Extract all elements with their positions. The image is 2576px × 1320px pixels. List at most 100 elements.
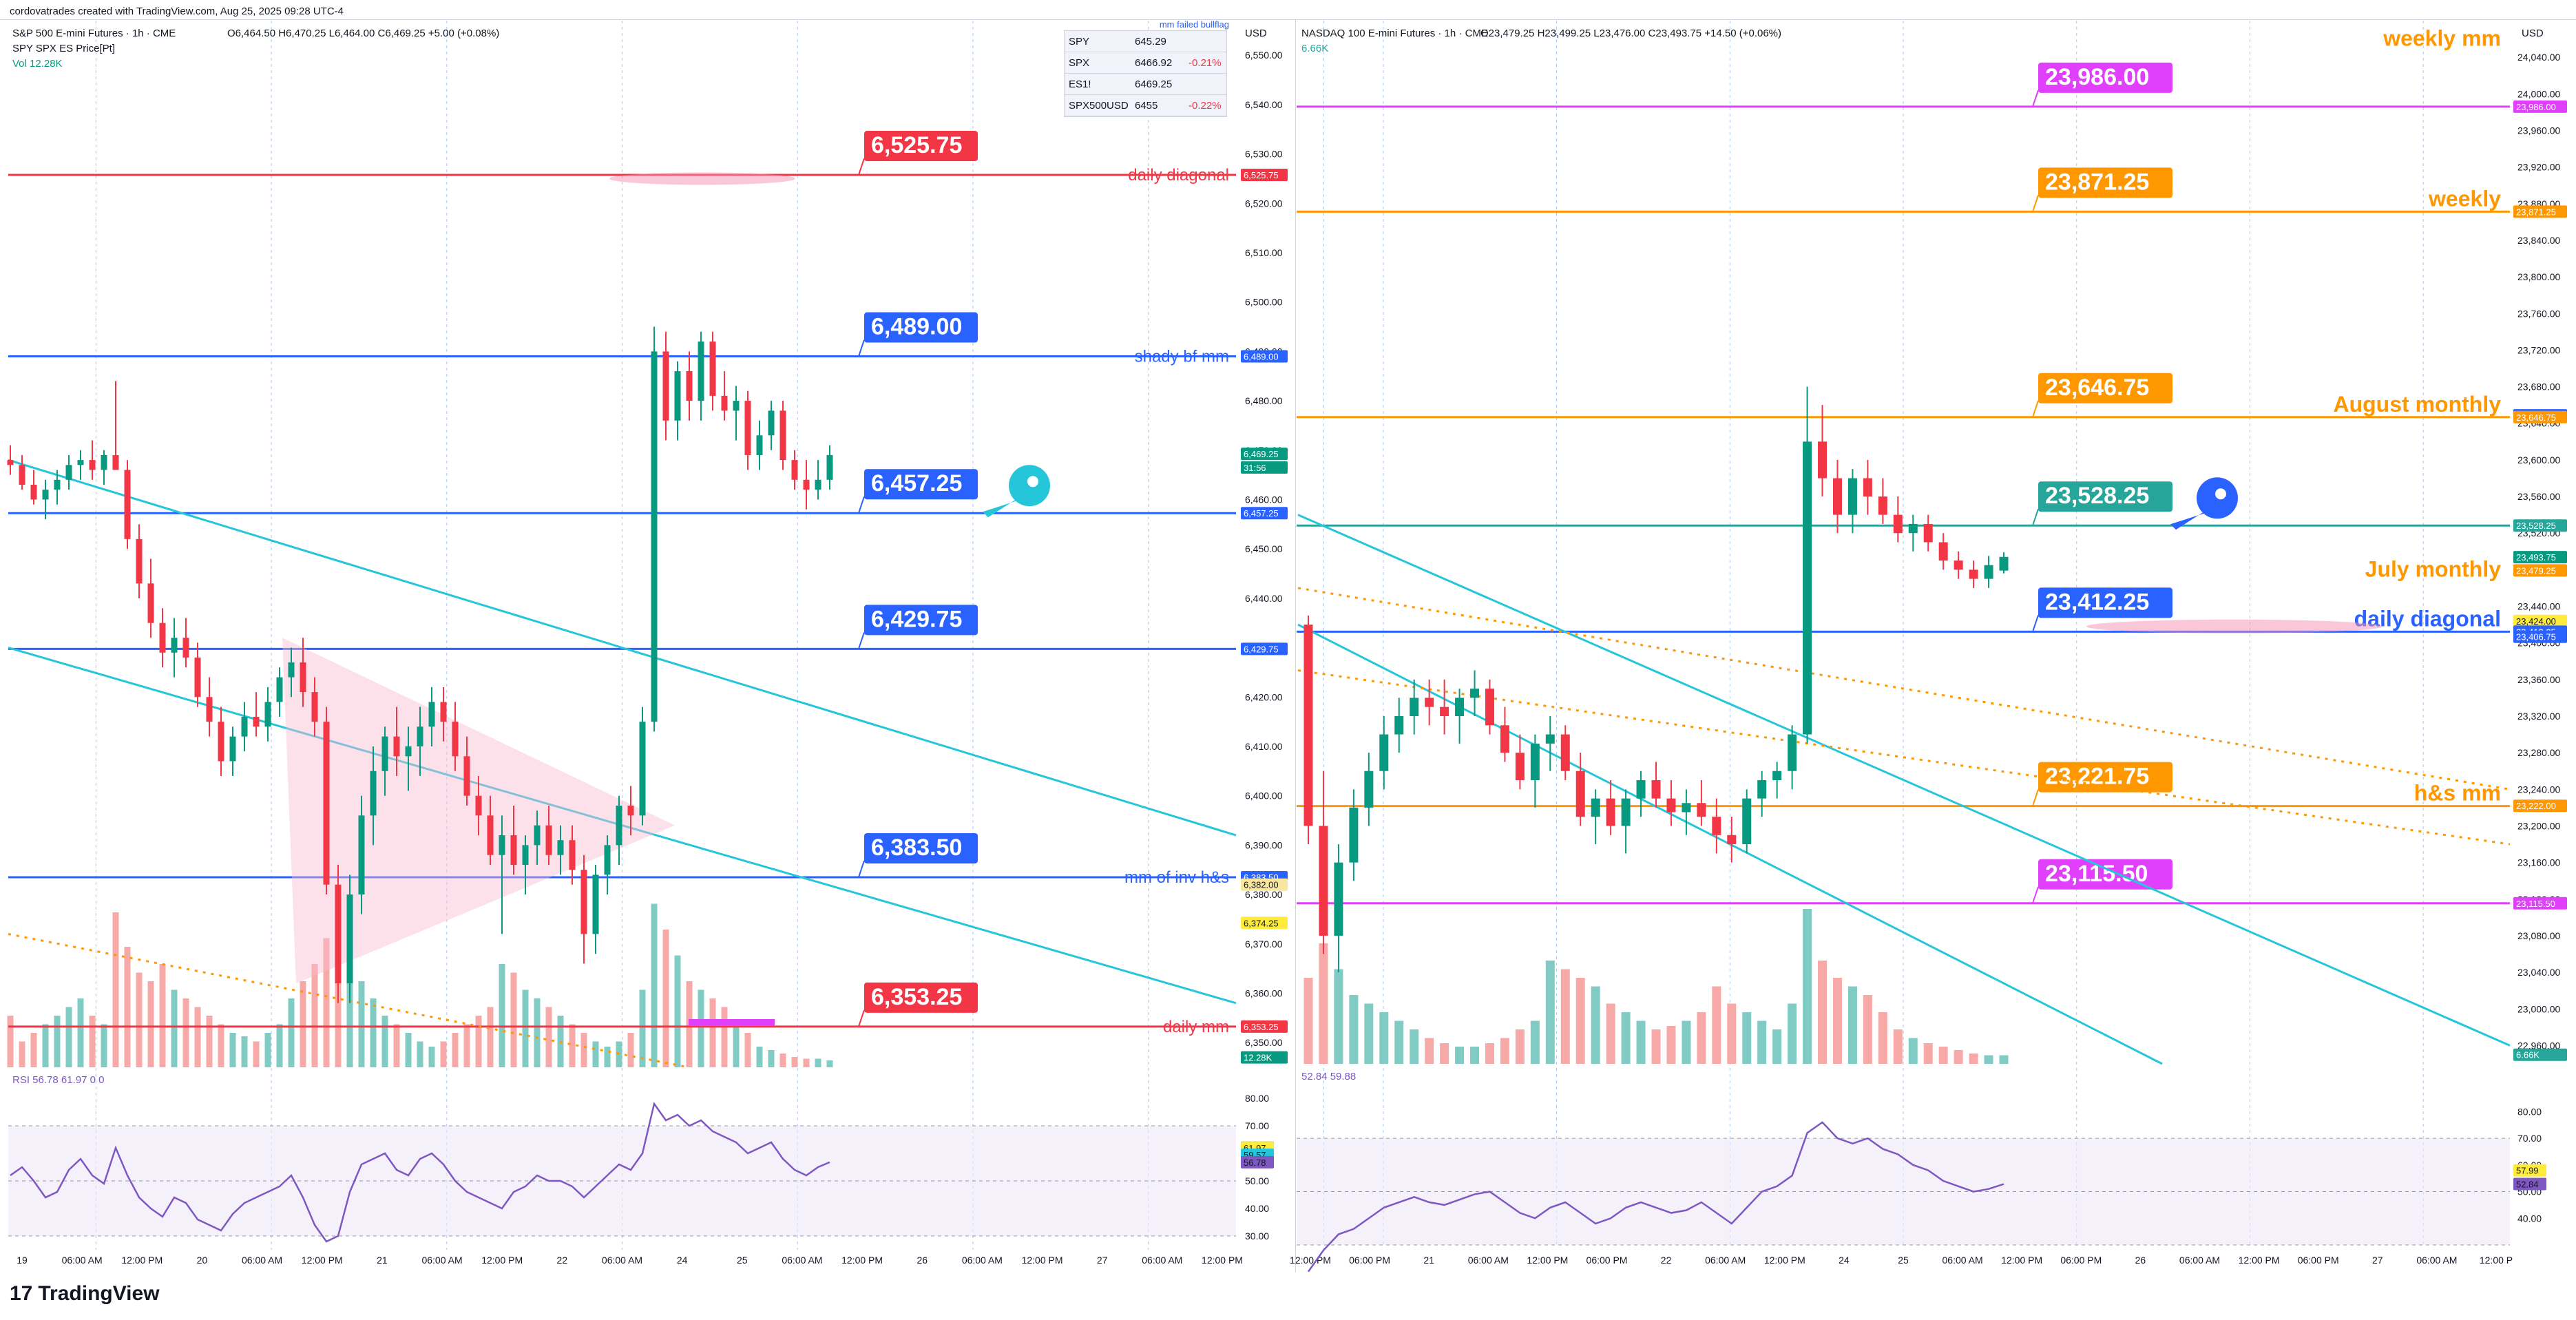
y-tick-label: 23,600.00 [2517,454,2560,465]
right-axis-currency: USD [2522,28,2544,39]
candle-body [1545,734,1555,744]
y-tick-label: 6,480.00 [1245,395,1283,406]
x-tick-label: 06:00 PM [2060,1255,2102,1266]
volume-bar [768,1050,775,1067]
volume-bar [499,964,505,1067]
volume-bar [89,1016,96,1067]
axis-price-badge [2513,614,2567,627]
axis-price-badge [1241,878,1288,891]
volume-bar [744,1033,751,1067]
volume-bar [510,972,517,1067]
x-tick-label: 12:00 PM [2239,1255,2280,1266]
volume-bar [709,998,716,1067]
volume-bar [1666,1026,1676,1064]
candle-body [1818,441,1828,479]
right-rsi-label: 52.84 59.88 [1301,1071,1357,1082]
volume-bar [1969,1054,1978,1064]
candle-body [42,490,49,500]
candle-body [475,795,482,816]
volume-bar [1727,1003,1737,1064]
x-tick-label: 12:00 P [2480,1255,2513,1266]
x-tick-label: 06:00 AM [602,1255,642,1266]
candle-body [651,351,658,722]
volume-bar [428,1047,435,1067]
volume-bar [42,1024,49,1067]
x-tick-label: 06:00 PM [2298,1255,2339,1266]
x-tick-label: 06:00 PM [1587,1255,1628,1266]
axis-price-badge [1241,1051,1288,1064]
volume-bar [417,1041,423,1067]
x-tick-label: 12:00 PM [1202,1255,1243,1266]
x-tick-label: 12:00 PM [1527,1255,1568,1266]
x-tick-label: 12:00 PM [121,1255,163,1266]
level-callout-text: 23,528.25 [2045,483,2149,509]
level-callout [2038,587,2172,618]
volume-bar [300,981,306,1067]
left-volume-label: Vol 12.28K [12,58,63,70]
volume-bar [1334,969,1343,1064]
volume-bar [1832,978,1842,1064]
candle-body [124,470,131,539]
candle-body [499,835,505,855]
volume-bar [65,1007,72,1067]
watchlist-row[interactable]: SPY 645.29 [1065,31,1226,52]
volume-bar [1319,943,1328,1064]
left-rsi-label: RSI 56.78 61.97 0 0 [12,1074,105,1086]
candle-body [569,840,576,870]
x-tick-label: 06:00 AM [2416,1255,2457,1266]
axis-price-badge-text: 6,353.25 [1244,1022,1279,1032]
highlight-marker [689,1019,775,1026]
volume-bar [791,1057,798,1067]
candle-body [323,722,330,885]
y-tick-label: 6,540.00 [1245,99,1283,110]
x-tick-label: 06:00 AM [1142,1255,1182,1266]
candle-body [112,454,119,470]
level-callout [864,469,978,500]
volume-bar [1636,1020,1646,1064]
level-callout [2038,373,2172,404]
candle-body [534,825,541,846]
volume-bar [1908,1038,1918,1064]
volume-bar [580,1033,587,1067]
candle-body [405,746,412,757]
axis-price-badge-text: 23,406.75 [2516,632,2556,642]
volume-bar [592,1041,599,1067]
volume-bar [112,912,119,1067]
rsi-tick-label: 80.00 [1245,1093,1269,1104]
y-tick-label: 6,450.00 [1245,543,1283,554]
candle-body [206,697,213,722]
watchlist-row[interactable]: SPX 6466.92 -0.21% [1065,52,1226,74]
candle-body [1621,798,1631,826]
volume-bar [147,981,154,1067]
x-tick-label: 06:00 AM [782,1255,822,1266]
volume-bar [1575,978,1585,1064]
candle-body [1575,771,1585,817]
candle-body [77,460,84,465]
volume-bar [1788,1003,1797,1064]
watchlist-row[interactable]: SPX500USD 6455 -0.22% [1065,95,1226,116]
axis-price-badge-text: 6,525.75 [1244,170,1279,180]
axis-price-badge-text: 23,986.00 [2516,102,2556,112]
candle-body [1410,698,1419,716]
candle-body [1954,561,1963,570]
rsi-badge [1241,1155,1274,1169]
axis-price-badge [2513,551,2567,564]
candle-body [768,410,775,436]
candle-body [779,410,786,461]
candle-body [1727,835,1737,845]
axis-price-badge-text: 23,528.25 [2516,521,2556,531]
level-callout-text: 6,525.75 [871,132,962,158]
watchlist-widget[interactable]: SPY 645.29 SPX 6466.92 -0.21% ES1! 6469.25 S… [1064,30,1227,117]
volume-bar [639,989,646,1067]
axis-price-badge [2513,100,2567,113]
y-tick-label: 23,360.00 [2517,674,2560,685]
watchlist-symbol: ES1! [1069,78,1091,90]
candle-body [1803,441,1812,735]
volume-bar [206,1016,213,1067]
volume-bar [77,998,84,1067]
candle-body [1697,803,1706,817]
watchlist-row[interactable]: ES1! 6469.25 [1065,74,1226,95]
candle-body [1878,496,1887,515]
level-callout [864,605,978,636]
